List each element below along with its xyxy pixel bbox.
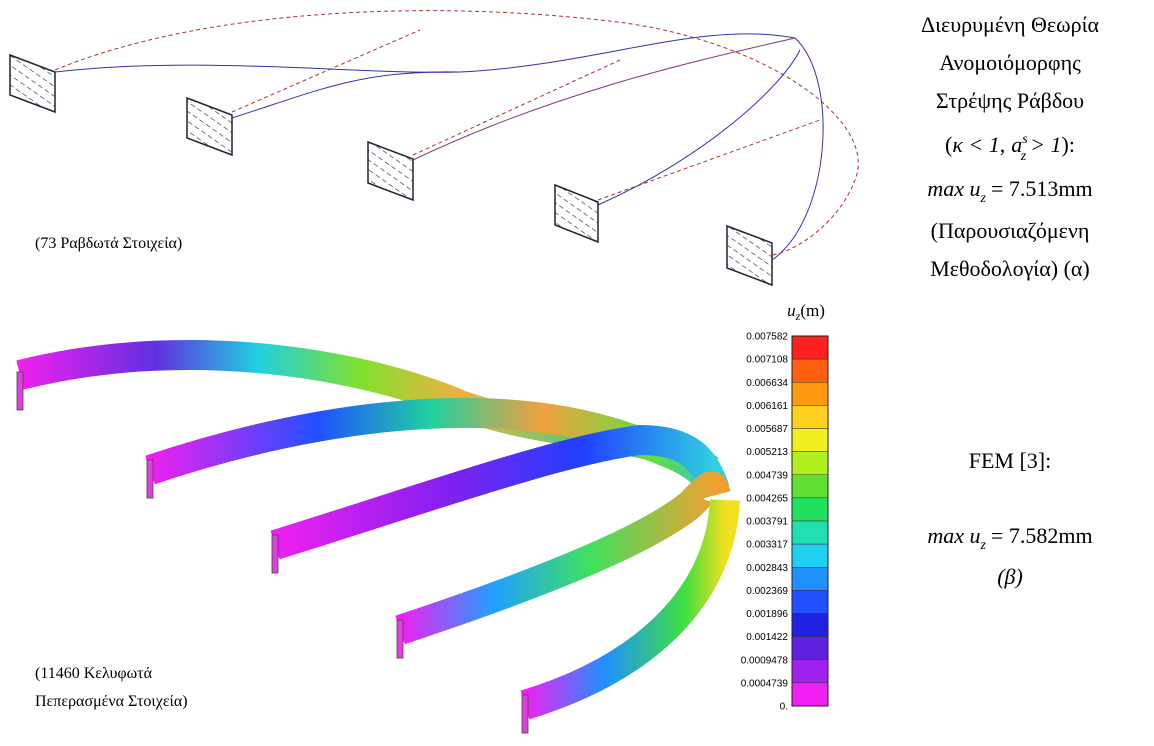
- colorbar-segment: [792, 521, 828, 544]
- caption-line: Στρέψης Ράβδου: [936, 88, 1084, 113]
- colorbar-title: uz(m): [787, 301, 825, 323]
- colorbar-segment: [792, 590, 828, 613]
- caption-line: Ανομοιόμορφης: [939, 50, 1081, 75]
- colorbar-tick-label: 0.0004739: [741, 678, 789, 689]
- max-displacement: max uz= 7.513mm: [927, 176, 1092, 206]
- colorbar-segment: [792, 359, 828, 382]
- method-caption: Διευρυμένη Θεωρία Ανομοιόμορφης Στρέψης …: [921, 12, 1100, 281]
- colorbar-segment: [792, 382, 828, 405]
- colorbar-segment: [792, 475, 828, 498]
- element-count: (11460 Κελυφωτά: [35, 665, 153, 682]
- colorbar-tick-label: 0.004265: [746, 493, 788, 504]
- colorbar: 0.007582 0.007108 0.006634 0.006161 0.005687…: [741, 332, 828, 713]
- colorbar-tick-label: 0.004739: [746, 470, 788, 481]
- colorbar-tick-label: 0.003317: [746, 540, 788, 551]
- colorbar-segment: [792, 336, 828, 359]
- colorbar-tick-label: 0.0009478: [741, 655, 789, 666]
- caption-line: Διευρυμένη Θεωρία: [921, 12, 1100, 37]
- colorbar-tick-label: 0.001896: [746, 609, 788, 620]
- max-displacement: max uz= 7.582mm: [927, 523, 1092, 553]
- colorbar-segment: [792, 452, 828, 475]
- colorbar-segment: [792, 498, 828, 521]
- colorbar-tick-label: 0.: [780, 702, 788, 713]
- figure: (73 Ραβδωτά Στοιχεία) Διευρυμένη Θεωρία …: [0, 0, 1154, 746]
- colorbar-segment: [792, 405, 828, 428]
- fem-tag: (β): [997, 564, 1023, 589]
- colorbar-segment: [792, 660, 828, 683]
- colorbar-tick-label: 0.005213: [746, 447, 788, 458]
- fem-label: FEM [3]:: [969, 448, 1052, 473]
- colorbar-segment: [792, 683, 828, 706]
- colorbar-segment: [792, 637, 828, 660]
- colorbar-segment: [792, 567, 828, 590]
- caption-line: (Παρουσιαζόμενη: [931, 218, 1090, 243]
- fem-caption: FEM [3]: max uz= 7.582mm (β): [927, 448, 1092, 589]
- colorbar-tick-label: 0.006161: [746, 401, 788, 412]
- colorbar-segment: [792, 544, 828, 567]
- colorbar-tick-label: 0.005687: [746, 424, 788, 435]
- caption-line: Μεθοδολογία) (α): [930, 256, 1090, 281]
- colorbar-tick-label: 0.002843: [746, 563, 788, 574]
- colorbar-segment: [792, 429, 828, 452]
- element-count: Πεπερασμένα Στοιχεία): [35, 693, 188, 710]
- element-count: (73 Ραβδωτά Στοιχεία): [35, 235, 182, 252]
- colorbar-tick-label: 0.002369: [746, 586, 788, 597]
- colorbar-tick-label: 0.007582: [746, 332, 788, 343]
- colorbar-tick-label: 0.001422: [746, 632, 788, 643]
- colorbar-tick-label: 0.006634: [746, 378, 788, 389]
- colorbar-tick-label: 0.003791: [746, 517, 788, 528]
- colorbar-segment: [792, 614, 828, 637]
- colorbar-tick-label: 0.007108: [746, 355, 788, 366]
